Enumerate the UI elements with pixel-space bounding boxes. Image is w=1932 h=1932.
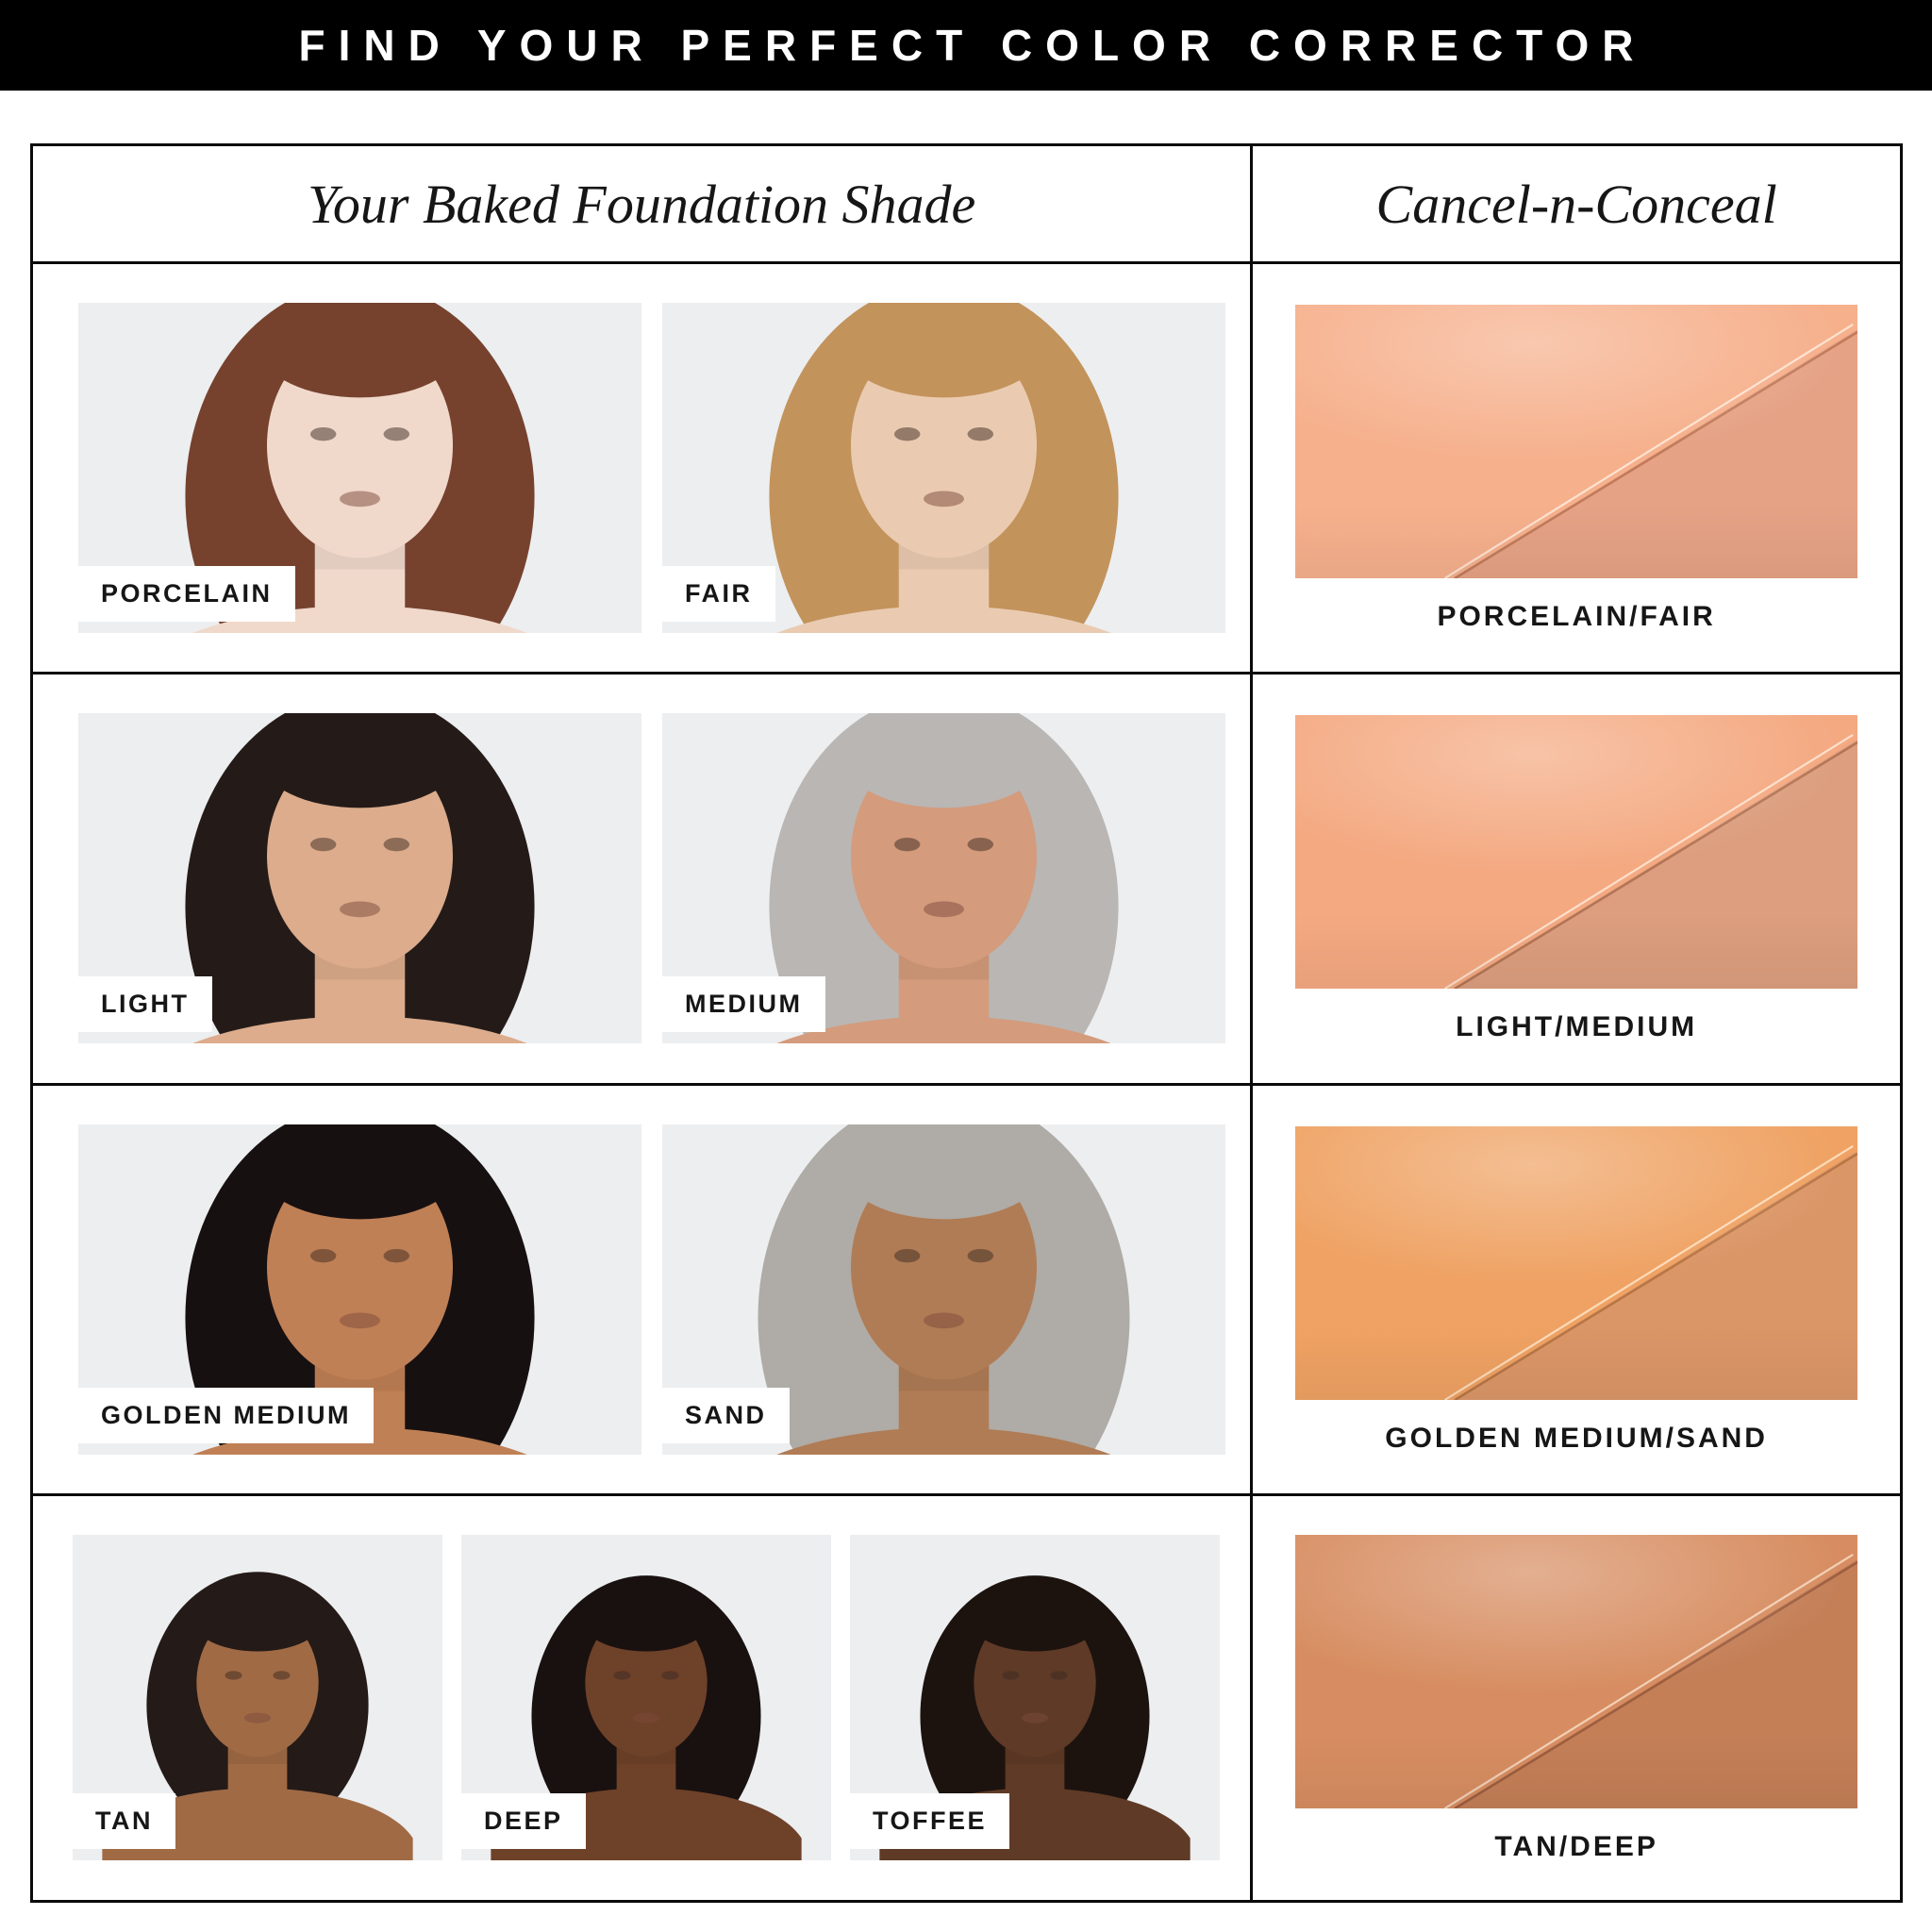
- corrector-shade-label: GOLDEN MEDIUM/SAND: [1385, 1422, 1768, 1454]
- shade-label: TOFFEE: [850, 1793, 1010, 1850]
- swatch-crease-line: [1455, 742, 1857, 989]
- swatch-crease-highlight: [1445, 1555, 1854, 1808]
- table-row-goldenmedium-sand: GOLDEN MEDIUM SAND: [33, 1085, 1900, 1496]
- swatch-crease-line: [1455, 1154, 1857, 1400]
- column-header-foundation: Your Baked Foundation Shade: [307, 173, 976, 235]
- table-header-row: Your Baked Foundation Shade Cancel-n-Con…: [33, 146, 1900, 264]
- banner-title: FIND YOUR PERFECT COLOR CORRECTOR: [298, 21, 1647, 70]
- corrector-cell: TAN/DEEP: [1250, 1495, 1900, 1900]
- swatch-crease-highlight: [1445, 735, 1854, 989]
- corrector-swatch: [1295, 715, 1858, 990]
- swatch-texture: [1295, 1125, 1858, 1400]
- swatch-crease-line: [1455, 1562, 1857, 1808]
- foundation-cell: PORCELAIN FAIR: [33, 264, 1250, 672]
- model-photo-light: LIGHT: [78, 713, 641, 1044]
- shade-label: GOLDEN MEDIUM: [78, 1387, 374, 1443]
- portrait-illustration: [78, 713, 641, 1044]
- swatch-texture: [1295, 715, 1858, 990]
- model-photo-medium: MEDIUM: [662, 713, 1225, 1044]
- model-photo-deep: DEEP: [461, 1535, 831, 1861]
- corrector-cell: PORCELAIN/FAIR: [1250, 264, 1900, 673]
- portrait-illustration: [850, 1535, 1220, 1861]
- corrector-shade-label: LIGHT/MEDIUM: [1456, 1011, 1698, 1043]
- shade-label: SAND: [662, 1387, 790, 1443]
- model-photo-golden-medium: GOLDEN MEDIUM: [78, 1124, 641, 1455]
- shade-label: DEEP: [461, 1793, 586, 1850]
- table-row-light-medium: LIGHT MEDIUM: [33, 675, 1900, 1086]
- corrector-swatch: [1295, 305, 1858, 579]
- column-header-corrector: Cancel-n-Conceal: [1375, 173, 1777, 235]
- swatch-crease-highlight: [1445, 325, 1854, 578]
- table-row-porcelain-fair: PORCELAIN FAIR: [33, 264, 1900, 675]
- foundation-header-cell: Your Baked Foundation Shade: [33, 146, 1250, 261]
- swatch-crease-highlight: [1445, 1146, 1854, 1400]
- table-row-tan-deep-toffee: TAN DEEP: [33, 1495, 1900, 1900]
- shade-label: MEDIUM: [662, 976, 825, 1033]
- portrait-illustration: [662, 1124, 1225, 1455]
- swatch-crease-line: [1455, 332, 1857, 578]
- model-photo-sand: SAND: [662, 1124, 1225, 1455]
- comparison-table: Your Baked Foundation Shade Cancel-n-Con…: [30, 143, 1903, 1903]
- foundation-cell: LIGHT MEDIUM: [33, 675, 1250, 1082]
- corrector-header-cell: Cancel-n-Conceal: [1250, 146, 1900, 261]
- corrector-shade-label: PORCELAIN/FAIR: [1437, 601, 1716, 633]
- model-photo-fair: FAIR: [662, 303, 1225, 634]
- portrait-illustration: [662, 713, 1225, 1044]
- corrector-shade-label: TAN/DEEP: [1494, 1830, 1658, 1862]
- model-photo-tan: TAN: [73, 1535, 442, 1861]
- corrector-swatch: [1295, 1534, 1858, 1808]
- banner: FIND YOUR PERFECT COLOR CORRECTOR: [0, 0, 1932, 91]
- corrector-cell: GOLDEN MEDIUM/SAND: [1250, 1085, 1900, 1493]
- model-photo-toffee: TOFFEE: [850, 1535, 1220, 1861]
- foundation-cell: GOLDEN MEDIUM SAND: [33, 1086, 1250, 1493]
- swatch-texture: [1295, 1534, 1858, 1808]
- swatch-texture: [1295, 305, 1858, 579]
- shade-label: PORCELAIN: [78, 566, 295, 623]
- shade-label: FAIR: [662, 566, 775, 623]
- foundation-cell: TAN DEEP: [33, 1496, 1250, 1900]
- shade-label: LIGHT: [78, 976, 212, 1033]
- corrector-swatch: [1295, 1125, 1858, 1400]
- corrector-cell: LIGHT/MEDIUM: [1250, 675, 1900, 1083]
- model-photo-porcelain: PORCELAIN: [78, 303, 641, 634]
- shade-label: TAN: [73, 1793, 175, 1850]
